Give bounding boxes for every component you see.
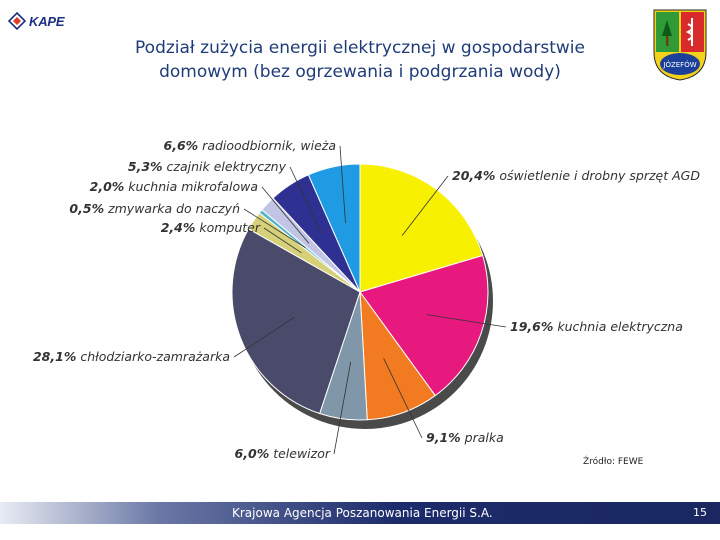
jozefow-crest-icon: JÓZEFÓW: [653, 9, 707, 81]
slice-label: 20,4% oświetlenie i drobny sprzęt AGD: [452, 168, 700, 183]
slice-label: 2,4% komputer: [161, 220, 261, 235]
leader-line: [426, 314, 507, 328]
slice-category-label: kuchnia elektryczna: [553, 319, 683, 334]
slice-category-label: chłodziarko-zamrażarka: [76, 349, 230, 364]
slice-label: 19,6% kuchnia elektryczna: [510, 319, 683, 334]
slice-label: 0,5% zmywarka do naczyń: [69, 201, 240, 216]
kape-logo: KAPE: [8, 10, 78, 32]
page-title: Podział zużycia energii elektrycznej w g…: [80, 36, 640, 84]
slice-value-label: 9,1%: [426, 430, 461, 445]
slice-category-label: czajnik elektryczny: [163, 159, 287, 174]
leader-line: [263, 227, 302, 254]
slice-value-label: 5,3%: [128, 159, 163, 174]
slice-value-label: 19,6%: [510, 319, 553, 334]
leader-line: [401, 175, 449, 236]
pie-leader-lines: [233, 145, 507, 455]
slice-value-label: 0,5%: [69, 201, 104, 216]
pie-labels: 20,4% oświetlenie i drobny sprzęt AGD 19,…: [33, 138, 700, 461]
slice-category-label: radioodbiornik, wieża: [198, 138, 336, 153]
slice-label: 28,1% chłodziarko-zamrażarka: [33, 349, 230, 364]
source-note: Źródło: FEWE: [583, 457, 644, 467]
leader-line: [383, 358, 423, 439]
footer-text: Krajowa Agencja Poszanowania Energii S.A…: [232, 506, 493, 520]
slice-value-label: 6,0%: [235, 446, 270, 461]
slice-category-label: oświetlenie i drobny sprzęt AGD: [495, 168, 700, 183]
pie-slice: [307, 163, 361, 293]
slice-label: 6,0% telewizor: [235, 446, 331, 461]
slice-category-label: zmywarka do naczyń: [104, 201, 240, 216]
slice-value-label: 28,1%: [33, 349, 76, 364]
title-line-2: domowym (bez ogrzewania i podgrzania wod…: [159, 62, 561, 82]
slice-label: 6,6% radioodbiornik, wieża: [164, 138, 336, 153]
slice-category-label: pralka: [461, 430, 504, 445]
slice-value-label: 2,4%: [161, 220, 196, 235]
slice-label: 2,0% kuchnia mikrofalowa: [90, 179, 258, 194]
footer-bar: [0, 502, 720, 524]
slice-value-label: 2,0%: [90, 179, 125, 194]
crest-text: JÓZEFÓW: [662, 60, 696, 69]
leader-line: [243, 208, 306, 248]
pie-slice: [359, 163, 484, 293]
leader-line: [339, 145, 346, 224]
page-number: 15: [693, 506, 707, 519]
slice-value-label: 6,6%: [164, 138, 199, 153]
slice-category-label: kuchnia mikrofalowa: [124, 179, 258, 194]
title-line-1: Podział zużycia energii elektrycznej w g…: [135, 38, 585, 58]
leader-line: [289, 166, 322, 234]
leader-line: [333, 361, 352, 455]
slice-label: 5,3% czajnik elektryczny: [128, 159, 287, 174]
kape-logo-icon: [8, 12, 26, 30]
leader-line: [261, 186, 310, 244]
slice-category-label: komputer: [195, 220, 260, 235]
leader-line: [233, 316, 295, 358]
slice-label: 9,1% pralka: [426, 430, 504, 445]
slice-category-label: telewizor: [269, 446, 331, 461]
pie-slice: [231, 228, 361, 415]
slice-value-label: 20,4%: [452, 168, 495, 183]
pie-slice: [359, 254, 489, 397]
pie-slices: [231, 163, 489, 421]
kape-logo-text: KAPE: [29, 13, 65, 29]
